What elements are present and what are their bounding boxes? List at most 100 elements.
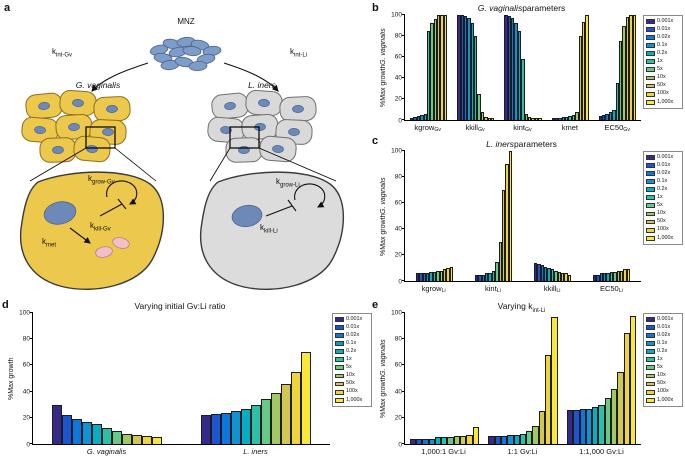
legend-swatch: [646, 99, 655, 105]
bar: [514, 23, 518, 120]
legend-label: 100x: [657, 226, 669, 233]
bar-group: [551, 15, 589, 120]
bar: [495, 261, 499, 281]
y-tick-label: 20: [394, 414, 402, 422]
metabolite-cells: [95, 237, 130, 258]
text-segment: %Max growth: [380, 376, 387, 419]
legend-item: 0.02x: [646, 332, 680, 339]
bar: [605, 113, 609, 120]
category-label: kgrow Li: [415, 284, 452, 294]
bar-group: [592, 151, 631, 281]
bar: [423, 113, 427, 120]
bar: [474, 274, 479, 281]
legend-label: 0.2x: [346, 347, 357, 354]
text-segment: parameters: [522, 3, 566, 13]
bar: [466, 434, 473, 444]
legend-swatch: [646, 195, 655, 201]
panel-label-b: b: [372, 2, 379, 14]
legend-item: 50x: [646, 380, 680, 388]
legend-item: 10x: [646, 74, 680, 82]
y-tick-label: 0: [398, 440, 402, 448]
chart-varying-gvli-ratio: Varying initial Gv:Li ratio %Max growth 0 2…: [6, 301, 372, 458]
legend-label: 50x: [657, 380, 666, 387]
bar: [606, 273, 610, 281]
bar: [270, 392, 281, 444]
bar: [413, 116, 417, 120]
bar: [511, 18, 515, 120]
legend-swatch: [646, 389, 655, 395]
legend-item: 50x: [646, 218, 680, 226]
y-tick-label: 60: [22, 361, 30, 369]
category-label: kkill Li: [533, 284, 570, 294]
bar: [460, 436, 467, 444]
legend-item: 50x: [646, 82, 680, 90]
legend-label: 1x: [657, 356, 663, 363]
legend-swatch: [335, 365, 344, 371]
legend-label: 0.1x: [657, 177, 668, 184]
y-tick-label: 100: [391, 308, 402, 316]
legend-item: 10x: [646, 210, 680, 218]
bar: [480, 111, 485, 120]
legend-swatch: [646, 219, 655, 225]
legend-label: 100x: [657, 90, 669, 97]
y-tick-mark: [30, 390, 33, 392]
bar: [612, 109, 616, 120]
legend-item: 0.001x: [646, 18, 680, 25]
bar: [575, 111, 579, 120]
category-label: L. iners: [201, 447, 311, 456]
bar-group: [474, 151, 513, 281]
y-tick-mark: [30, 416, 33, 418]
legend-swatch: [646, 59, 655, 65]
bar: [477, 93, 481, 120]
text-segment: Varying k: [497, 301, 533, 311]
legend-swatch: [646, 316, 655, 322]
panel-label-a: a: [4, 2, 11, 14]
y-tick-label: 0: [26, 440, 30, 448]
gv-cell-cluster: [21, 89, 131, 163]
legend-swatch: [646, 203, 655, 209]
bar: [443, 15, 448, 120]
legend-label: 0.001x: [657, 153, 674, 160]
y-tick-mark: [402, 338, 405, 340]
bar: [582, 22, 586, 120]
legend-label: 5x: [346, 364, 352, 371]
legend-item: 1,000x: [646, 99, 680, 106]
y-tick-label: 40: [22, 387, 30, 395]
chart-varying-kint-li: Varying k int-Li %Max growth G. vaginalis 0…: [378, 301, 683, 458]
bar: [442, 269, 447, 281]
gv-kill-tbar-cap: [117, 198, 127, 210]
category-label: G. vaginalis: [52, 447, 162, 456]
legend-label: 0.01x: [346, 323, 360, 330]
y-axis-label: %Max growth: [6, 313, 17, 445]
chart-gv-parameters: G. vaginalis parameters %Max growth G. va…: [378, 3, 683, 134]
category-label-text: kint: [484, 284, 497, 293]
chart-title: Varying k int-Li: [378, 301, 683, 314]
bar: [540, 265, 545, 281]
bar: [554, 270, 558, 281]
chart-main: kgrow Li kint Li kkill Li EC50 Li: [402, 150, 641, 295]
category-label-text: kgrow: [414, 123, 435, 132]
bar: [632, 15, 636, 120]
bar-group: [533, 151, 572, 281]
y-axis: 0 20 40 60 80 100: [389, 147, 404, 284]
y-tick-label: 60: [394, 199, 402, 207]
bar: [528, 116, 532, 120]
bar: [534, 117, 539, 120]
panel-label-c: c: [372, 135, 379, 147]
category-label-text: kgrow: [421, 284, 442, 293]
category-label-subscript: Gv: [623, 126, 630, 133]
mnz-drug-cluster: [149, 36, 222, 72]
x-axis-labels: kgrow Li kint Li kkill Li EC50 Li: [404, 282, 641, 295]
bar: [82, 421, 93, 444]
legend-item: 1x: [646, 194, 680, 201]
bar: [608, 111, 613, 120]
y-tick-label: 20: [394, 251, 402, 259]
legend-label: 1x: [657, 194, 663, 201]
chart-main: kgrow Gv kkill Gv kint Gv kmet EC50 Gv: [402, 14, 641, 134]
kint-gv-label: kint-Gv: [52, 47, 72, 59]
y-axis: 0 20 40 60 80 100: [17, 309, 32, 447]
category-label: EC50 Li: [593, 284, 630, 294]
bar: [409, 438, 416, 444]
legend-label: 10x: [657, 372, 666, 379]
bar: [428, 438, 435, 444]
